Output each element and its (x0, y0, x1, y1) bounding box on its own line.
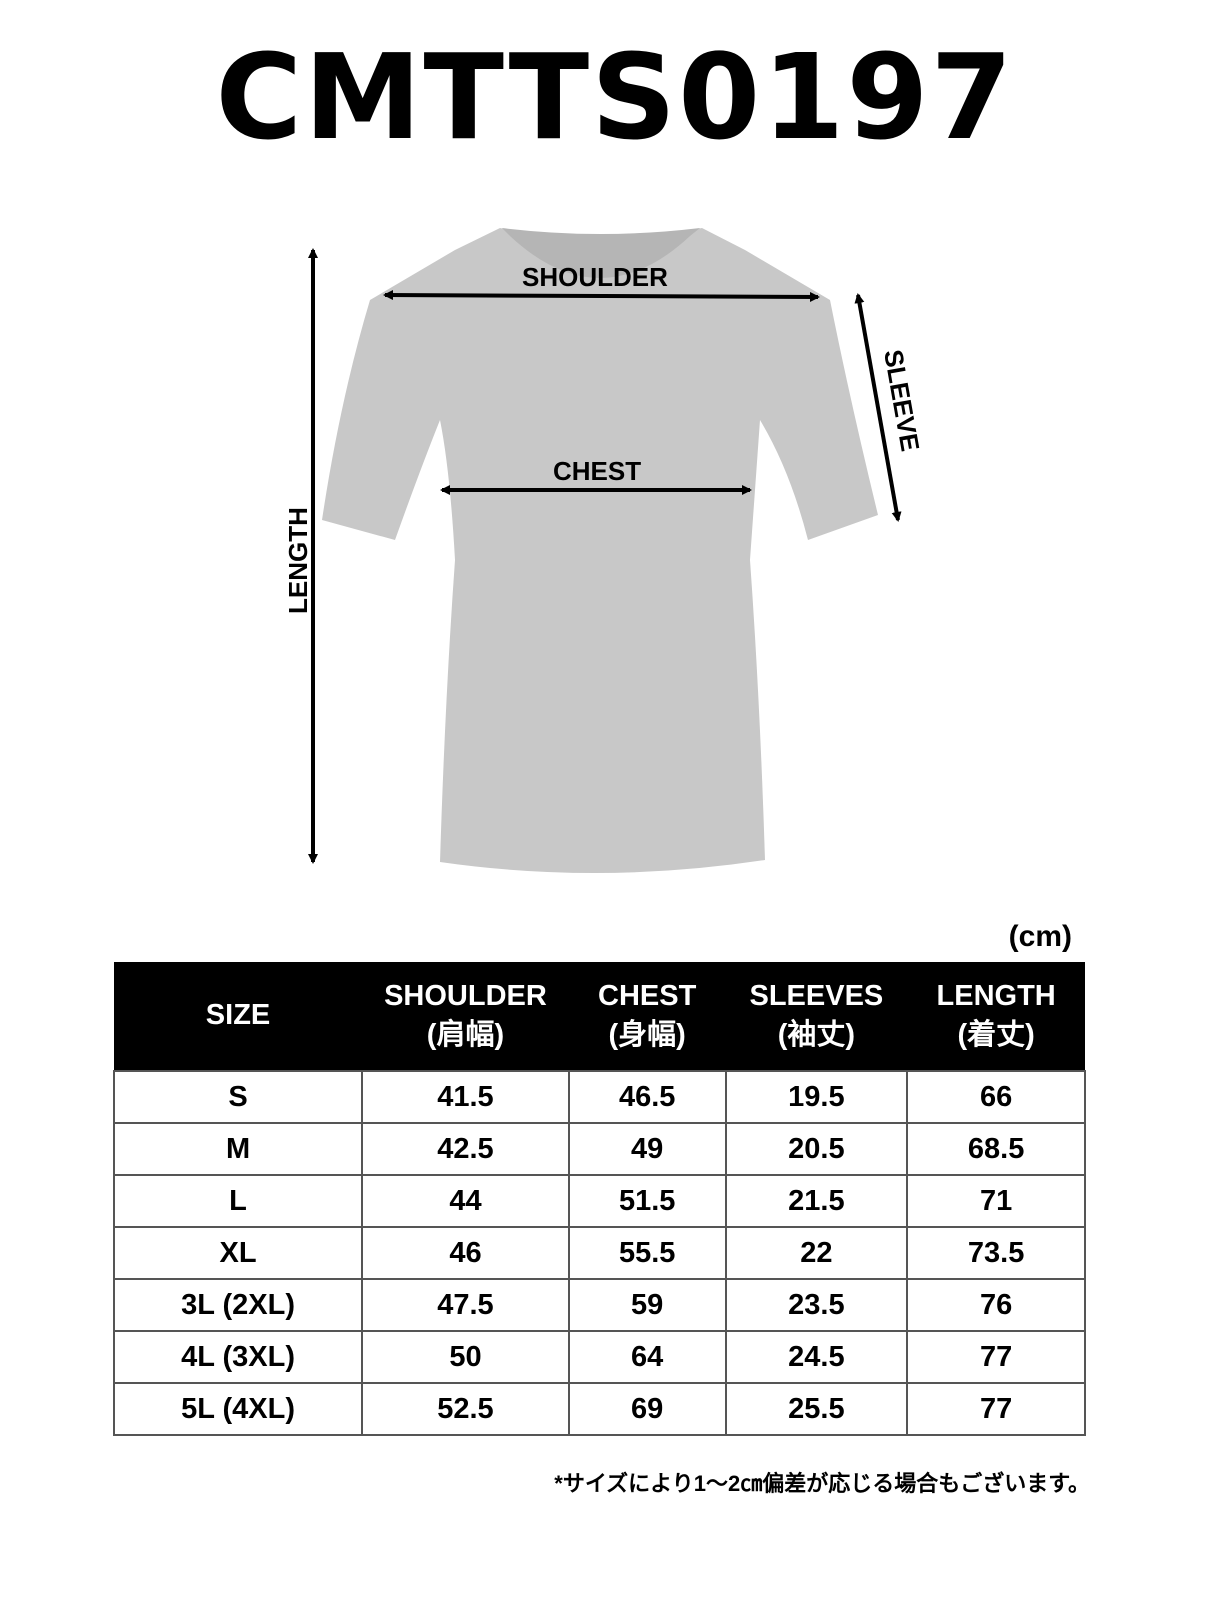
unit-label: (cm) (1008, 920, 1072, 953)
chest-label: CHEST (553, 456, 642, 486)
header-en: LENGTH (936, 979, 1056, 1012)
header-en: SIZE (205, 999, 271, 1032)
sleeve-arrow (854, 293, 902, 522)
header-ja: (身幅) (608, 1019, 686, 1051)
shoulder-label: SHOULDER (522, 262, 668, 292)
table-cell: 24.5 (724, 1330, 909, 1384)
header-size: SIZE (114, 962, 363, 1071)
table-row: 5L (4XL) 52.5 69 25.5 77 (112, 1382, 1086, 1436)
size-deviation-note: *サイズにより1～2㎝偏差が応じる場合もございます。 (554, 1471, 1090, 1496)
header-ja: (着丈) (957, 1019, 1035, 1051)
table-row: 4L (3XL) 50 64 24.5 77 (112, 1330, 1086, 1384)
shoulder-arrow (383, 290, 820, 302)
header-sleeves: SLEEVES (袖丈) (725, 962, 908, 1071)
table-cell: 47.5 (361, 1278, 570, 1332)
table-cell: 46 (361, 1226, 570, 1280)
table-cell: 64 (567, 1330, 727, 1384)
header-chest: CHEST (身幅) (568, 962, 726, 1071)
table-cell: 52.5 (361, 1382, 570, 1436)
table-cell: S (112, 1070, 364, 1124)
table-cell: 21.5 (724, 1174, 909, 1228)
tshirt-shape (322, 228, 878, 874)
table-row: XL 46 55.5 22 73.5 (112, 1226, 1086, 1280)
table-cell: 77 (906, 1330, 1086, 1384)
table-cell: 69 (567, 1382, 727, 1436)
tshirt-diagram (308, 228, 902, 874)
table-cell: 55.5 (567, 1226, 727, 1280)
table-cell: 20.5 (724, 1122, 909, 1176)
table-cell: 42.5 (361, 1122, 570, 1176)
table-cell: 5L (4XL) (112, 1382, 364, 1436)
table-cell: 23.5 (724, 1278, 909, 1332)
header-length: LENGTH (着丈) (907, 962, 1085, 1071)
header-en: SHOULDER (384, 979, 547, 1012)
table-cell: 77 (906, 1382, 1086, 1436)
table-cell: 51.5 (567, 1174, 727, 1228)
table-cell: XL (112, 1226, 364, 1280)
size-table: SIZE SHOULDER (肩幅) CHEST (身幅) SLEEVES (袖丈) … (112, 962, 1086, 1436)
table-row: M 42.5 49 20.5 68.5 (112, 1122, 1086, 1176)
table-cell: 66 (906, 1070, 1086, 1124)
product-code-title: CMTTS0197 (215, 28, 1015, 166)
table-cell: 76 (906, 1278, 1086, 1332)
table-cell: 44 (361, 1174, 570, 1228)
table-cell: 4L (3XL) (112, 1330, 364, 1384)
header-en: SLEEVES (749, 979, 884, 1012)
table-cell: 22 (724, 1226, 909, 1280)
collar (502, 228, 700, 278)
table-cell: 25.5 (724, 1382, 909, 1436)
table-cell: L (112, 1174, 364, 1228)
table-row: L 44 51.5 21.5 71 (112, 1174, 1086, 1228)
table-cell: 71 (906, 1174, 1086, 1228)
table-cell: 41.5 (361, 1070, 570, 1124)
table-cell: 59 (567, 1278, 727, 1332)
table-cell: 46.5 (567, 1070, 727, 1124)
table-header-row: SIZE SHOULDER (肩幅) CHEST (身幅) SLEEVES (袖丈) … (114, 962, 1085, 1071)
table-row: 3L (2XL) 47.5 59 23.5 76 (112, 1278, 1086, 1332)
header-ja: (袖丈) (777, 1019, 856, 1051)
header-en: CHEST (598, 979, 697, 1012)
table-cell: 3L (2XL) (112, 1278, 364, 1332)
length-label: LENGTH (282, 507, 313, 614)
table-cell: M (112, 1122, 364, 1176)
header-ja: (肩幅) (426, 1019, 505, 1051)
table-cell: 68.5 (906, 1122, 1086, 1176)
table-cell: 19.5 (724, 1070, 909, 1124)
table-cell: 49 (567, 1122, 727, 1176)
table-cell: 73.5 (906, 1226, 1086, 1280)
header-shoulder: SHOULDER (肩幅) (362, 962, 569, 1071)
table-cell: 50 (361, 1330, 570, 1384)
table-row: S 41.5 46.5 19.5 66 (112, 1070, 1086, 1124)
